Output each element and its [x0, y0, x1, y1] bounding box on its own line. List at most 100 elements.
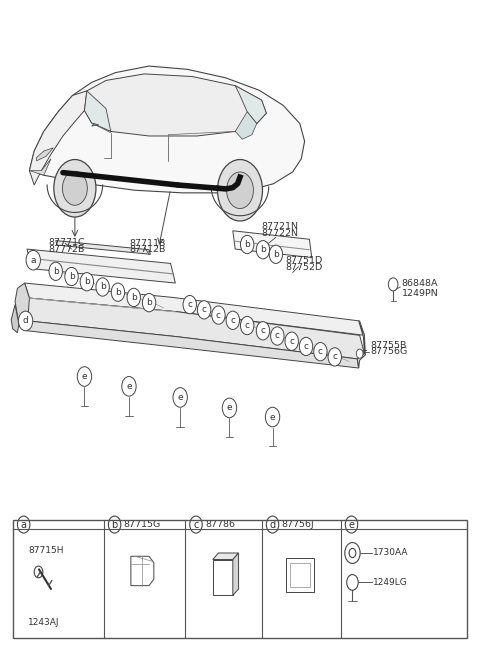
Text: e: e: [82, 372, 87, 381]
Circle shape: [240, 316, 254, 335]
Circle shape: [212, 306, 225, 324]
Text: 87721N: 87721N: [262, 223, 299, 231]
Circle shape: [183, 295, 196, 314]
Polygon shape: [92, 124, 99, 126]
Text: b: b: [273, 250, 279, 259]
Text: e: e: [126, 382, 132, 391]
Text: e: e: [178, 393, 183, 402]
Polygon shape: [24, 283, 364, 335]
Text: d: d: [23, 316, 28, 326]
Circle shape: [80, 272, 94, 291]
Circle shape: [217, 160, 263, 221]
Text: 87722N: 87722N: [262, 229, 299, 238]
Text: c: c: [245, 321, 250, 330]
Text: 1249PN: 1249PN: [402, 289, 439, 298]
Circle shape: [173, 388, 187, 407]
Circle shape: [49, 262, 62, 280]
Text: e: e: [348, 519, 355, 529]
Polygon shape: [29, 91, 87, 185]
Circle shape: [34, 566, 43, 578]
Circle shape: [96, 278, 109, 296]
Polygon shape: [15, 283, 29, 331]
Text: 87772B: 87772B: [48, 245, 85, 253]
Text: c: c: [303, 342, 309, 351]
Polygon shape: [27, 249, 175, 283]
Circle shape: [226, 311, 240, 329]
Text: c: c: [289, 337, 294, 346]
Text: 1730AA: 1730AA: [373, 548, 408, 557]
Text: b: b: [69, 272, 74, 281]
Polygon shape: [29, 159, 51, 175]
Text: e: e: [270, 413, 276, 422]
Text: 86848A: 86848A: [402, 279, 438, 288]
Polygon shape: [22, 298, 364, 359]
Circle shape: [122, 377, 136, 396]
Circle shape: [347, 574, 358, 590]
Circle shape: [271, 327, 284, 345]
Text: c: c: [187, 300, 192, 309]
Circle shape: [265, 407, 280, 427]
Circle shape: [17, 516, 30, 533]
Polygon shape: [84, 91, 111, 132]
Polygon shape: [233, 231, 312, 257]
Circle shape: [285, 332, 299, 350]
Text: 87771C: 87771C: [48, 238, 85, 247]
Polygon shape: [233, 553, 239, 595]
Circle shape: [227, 172, 253, 208]
Polygon shape: [235, 86, 266, 124]
Circle shape: [26, 250, 40, 270]
Text: 1249LG: 1249LG: [373, 578, 408, 587]
Circle shape: [143, 293, 156, 312]
Polygon shape: [11, 305, 19, 333]
Circle shape: [266, 516, 279, 533]
Circle shape: [18, 311, 33, 331]
Text: 87712B: 87712B: [129, 246, 165, 254]
Polygon shape: [213, 553, 239, 559]
Circle shape: [197, 301, 211, 319]
Text: 1243AJ: 1243AJ: [28, 618, 60, 627]
Text: c: c: [193, 519, 199, 529]
Polygon shape: [235, 112, 257, 140]
Text: 87751D: 87751D: [286, 257, 323, 265]
Circle shape: [345, 516, 358, 533]
Text: b: b: [115, 288, 121, 297]
Polygon shape: [357, 321, 365, 368]
Circle shape: [356, 349, 363, 358]
Circle shape: [77, 367, 92, 386]
Text: c: c: [216, 310, 221, 320]
Circle shape: [108, 516, 121, 533]
Text: 87786: 87786: [205, 520, 235, 529]
Polygon shape: [29, 66, 305, 193]
Text: d: d: [269, 519, 276, 529]
Polygon shape: [56, 240, 151, 254]
Circle shape: [314, 343, 327, 361]
Polygon shape: [36, 148, 53, 161]
Text: c: c: [318, 347, 323, 356]
Circle shape: [62, 172, 87, 205]
Circle shape: [328, 348, 341, 366]
Circle shape: [240, 235, 254, 253]
Circle shape: [300, 337, 313, 356]
Text: e: e: [227, 403, 232, 413]
Circle shape: [345, 542, 360, 563]
Circle shape: [127, 288, 141, 307]
Text: b: b: [100, 282, 106, 291]
Text: c: c: [230, 316, 235, 325]
Text: b: b: [53, 267, 59, 276]
Text: 87755B: 87755B: [370, 341, 407, 350]
Text: b: b: [131, 293, 137, 302]
Circle shape: [65, 267, 78, 286]
Circle shape: [54, 160, 96, 217]
Text: b: b: [244, 240, 250, 249]
Polygon shape: [19, 314, 359, 368]
Text: b: b: [84, 277, 90, 286]
Text: c: c: [332, 352, 337, 362]
Text: c: c: [275, 331, 280, 341]
Text: b: b: [111, 519, 118, 529]
Text: c: c: [261, 326, 265, 335]
Text: b: b: [146, 298, 152, 307]
Text: 87756G: 87756G: [370, 347, 408, 356]
Circle shape: [222, 398, 237, 418]
Text: 87715H: 87715H: [28, 546, 64, 555]
Circle shape: [269, 245, 283, 263]
